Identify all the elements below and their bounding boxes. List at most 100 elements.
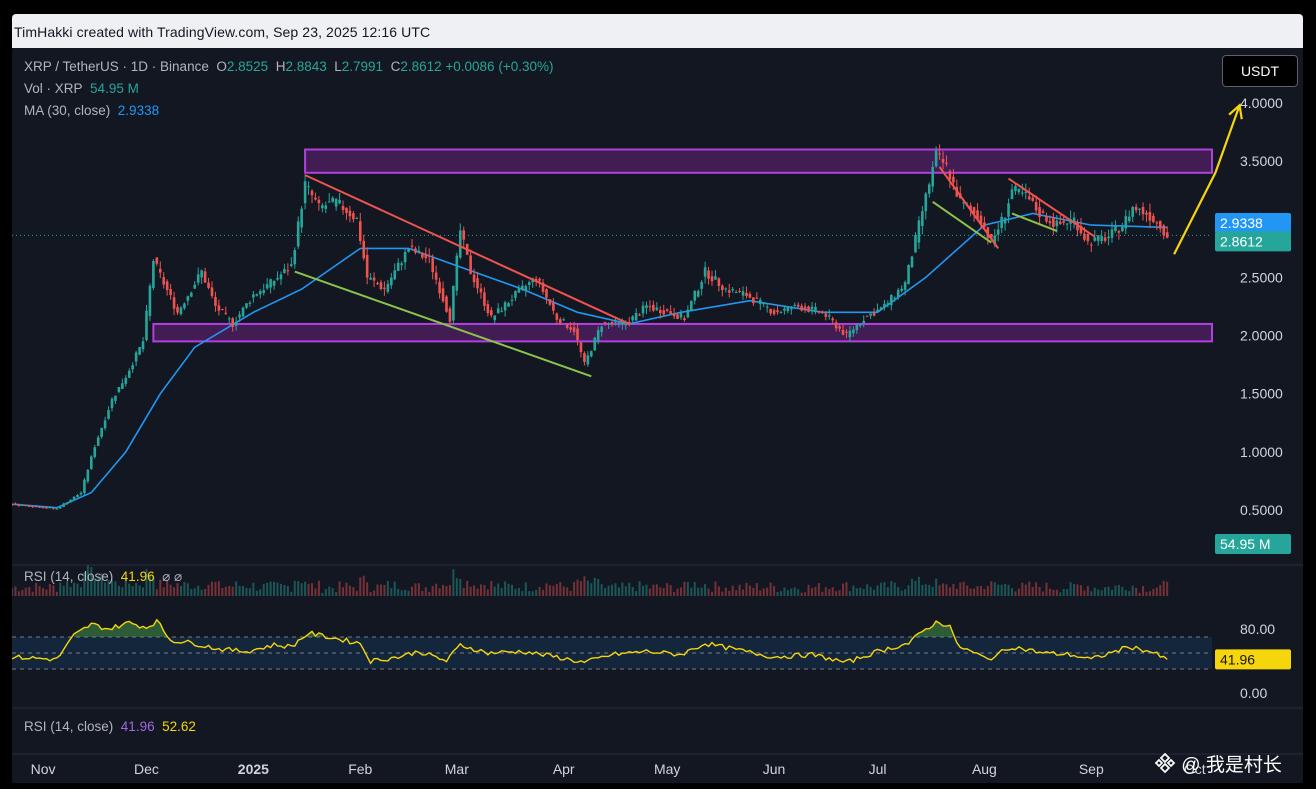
volume-bar <box>455 578 458 596</box>
chart-canvas[interactable]: 4.0000 3.5000 2.5000 2.0000 1.5000 1.0000 0.50… <box>12 48 1303 783</box>
volume-bar <box>259 589 262 596</box>
candle-body <box>693 291 697 301</box>
candle-body <box>876 309 879 312</box>
candle-body <box>572 327 576 332</box>
volume-bar <box>1152 588 1155 596</box>
candle-body <box>948 170 952 180</box>
rsi2-label: RSI (14, close) <box>24 719 114 734</box>
volume-bar <box>697 587 700 596</box>
volume-bar <box>673 592 676 596</box>
volume-bar <box>700 587 703 596</box>
volume-bar <box>1000 584 1003 596</box>
x-tick-label: Sep <box>1079 761 1104 777</box>
volume-bar <box>776 591 779 596</box>
volume-bar <box>228 586 231 596</box>
candle-body <box>810 306 814 310</box>
volume-bar <box>1059 592 1062 596</box>
volume-bar <box>207 584 210 596</box>
candle-body <box>452 285 455 321</box>
candle-body <box>858 324 862 326</box>
candle-body <box>265 284 269 289</box>
volume-bar <box>124 578 127 596</box>
candle-body <box>231 318 234 327</box>
currency-button[interactable]: USDT <box>1222 55 1298 87</box>
grid-layer <box>12 234 1303 755</box>
candle-body <box>669 311 672 314</box>
candle-body <box>379 282 383 290</box>
candle-body <box>927 184 931 194</box>
candle-body <box>614 320 617 323</box>
volume-bar <box>862 588 865 596</box>
volume-bar <box>731 585 734 596</box>
candle-body <box>272 281 276 286</box>
candle-body <box>648 306 652 308</box>
candle-body <box>1048 221 1052 224</box>
candle-body <box>714 276 717 280</box>
candle-body <box>96 437 100 446</box>
candle-body <box>341 206 345 210</box>
candle-body <box>658 310 662 314</box>
volume-bar <box>969 588 972 596</box>
volume-bar <box>848 591 851 596</box>
volume-bar <box>204 588 207 596</box>
header-bar <box>12 14 1303 48</box>
volume-bar <box>1135 587 1138 596</box>
volume-bar <box>86 565 89 596</box>
candle-body <box>255 294 259 296</box>
x-tick-label: Nov <box>31 761 56 777</box>
projection-arrow-head <box>1228 103 1243 120</box>
candle-body <box>600 326 603 333</box>
candle-body <box>607 323 610 325</box>
volume-bar <box>604 587 607 596</box>
trendlines-layer <box>294 166 1096 378</box>
candle-body <box>14 503 17 505</box>
volume-bar <box>476 588 479 596</box>
support-zone <box>152 322 1214 343</box>
volume-bar <box>1142 586 1145 596</box>
volume-bar <box>335 591 338 596</box>
candle-body <box>1034 201 1038 211</box>
candle-body <box>1045 216 1048 222</box>
candle-body <box>472 274 476 283</box>
volume-bar <box>1035 582 1038 596</box>
volume-bar <box>1090 591 1093 596</box>
volume-bar <box>800 592 803 596</box>
candle-body <box>383 287 386 289</box>
chart-area[interactable]: 4.0000 3.5000 2.5000 2.0000 1.5000 1.0000 0.50… <box>12 48 1303 783</box>
candle-body <box>517 287 521 293</box>
volume-bar <box>283 585 286 596</box>
volume-bar <box>514 588 517 596</box>
candle-body <box>841 329 845 335</box>
candle-body <box>1117 231 1121 233</box>
volume-bar <box>1048 588 1051 596</box>
volume-layer <box>12 565 1169 596</box>
volume-bar <box>869 586 872 596</box>
volume-bar <box>1093 587 1096 596</box>
volume-bar <box>831 587 834 596</box>
candle-body <box>548 299 552 305</box>
candle-body <box>617 321 621 323</box>
candle-body <box>324 205 328 209</box>
candle-body <box>221 308 224 310</box>
candle-body <box>396 262 400 271</box>
volume-bar <box>952 583 955 596</box>
volume-bar <box>179 585 182 596</box>
volume-bar <box>69 586 72 596</box>
candle-body <box>438 281 441 294</box>
volume-bar <box>752 587 755 596</box>
volume-bar <box>48 583 51 596</box>
candle-body <box>352 213 355 220</box>
volume-bar <box>152 576 155 596</box>
candle-body <box>141 341 145 350</box>
candle-body <box>245 303 248 308</box>
candle-body <box>852 329 855 334</box>
rsi-value: 41.96 <box>120 569 155 584</box>
candle-body <box>983 222 986 228</box>
volume-bar <box>379 584 382 596</box>
volume-bar <box>221 588 224 596</box>
volume-bar <box>845 582 848 596</box>
candle-body <box>521 285 524 291</box>
candle-body <box>1138 208 1141 210</box>
candle-body <box>345 207 348 213</box>
candle-body <box>593 337 597 351</box>
